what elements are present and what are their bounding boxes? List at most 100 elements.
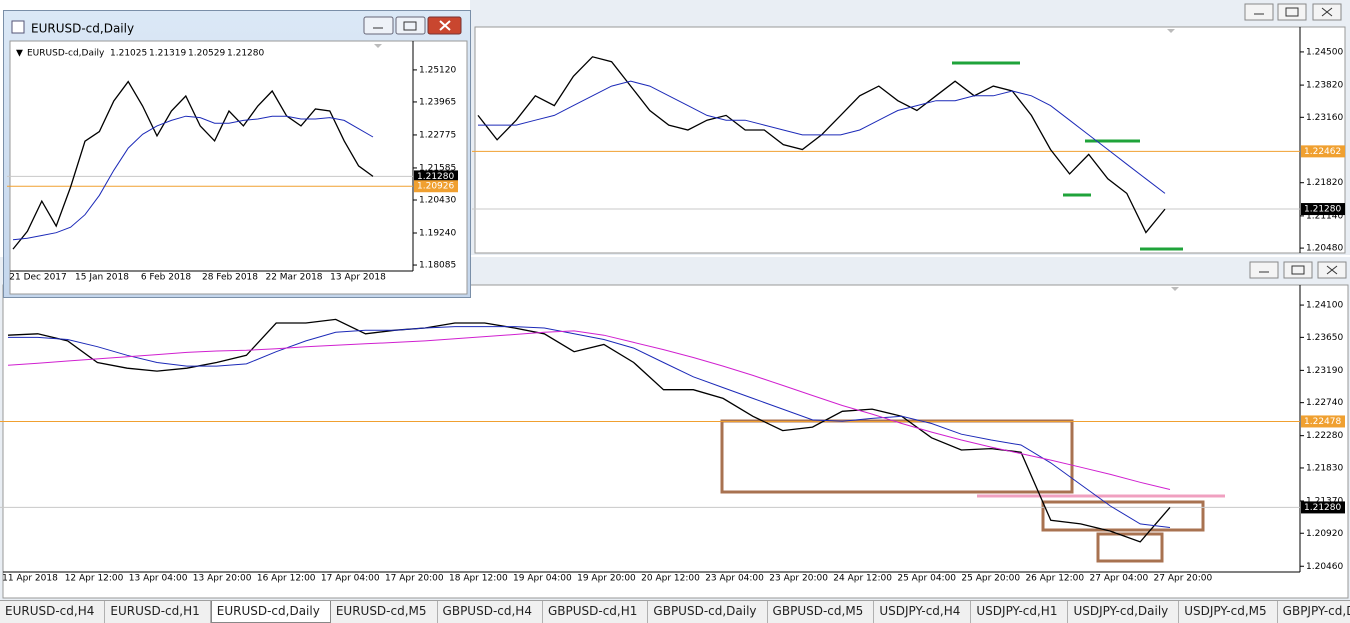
price-label-box <box>414 170 458 183</box>
tab[interactable]: GBPUSD-cd,H1 <box>543 601 649 623</box>
chart-bg <box>2 284 1349 599</box>
moving-average <box>8 326 1171 528</box>
y-tick-label: 1.20460 <box>1306 562 1343 572</box>
x-tick-label: 28 Feb 2018 <box>202 273 258 283</box>
minimize-button[interactable] <box>1244 3 1274 21</box>
tab[interactable]: USDJPY-cd,H4 <box>874 601 972 623</box>
x-tick-label: 12 Apr 12:00 <box>65 574 124 584</box>
window-buttons[interactable] <box>1244 3 1342 21</box>
maximize-button[interactable] <box>1277 3 1307 21</box>
daily-chart: EURUSD-cd,Daily ▼ EURUSD-cd,Daily 1.2102… <box>4 11 470 297</box>
minimize-button[interactable] <box>1249 261 1279 279</box>
price-label-box <box>1301 501 1345 514</box>
x-tick-label: 21 Dec 2017 <box>9 273 67 283</box>
tab[interactable]: EURUSD-cd,Daily <box>210 601 331 623</box>
icon <box>439 20 451 31</box>
ohlc: 1.21025 <box>110 49 147 59</box>
y-tick-label: 1.22740 <box>1306 398 1343 408</box>
y-tick-label: 1.22280 <box>1306 431 1343 441</box>
y-tick-label: 1.21820 <box>1306 178 1343 188</box>
y-tick-label: 1.23190 <box>1306 366 1343 376</box>
moving-average <box>478 80 1166 194</box>
y-tick-label: 1.20480 <box>1306 244 1343 254</box>
tab[interactable]: EURUSD-cd,H4 <box>0 601 106 623</box>
y-tick-label: 1.23650 <box>1306 333 1343 343</box>
tab[interactable]: GBPUSD-cd,Daily <box>648 601 768 623</box>
y-tick-label: 1.23965 <box>419 97 456 107</box>
ohlc: 1.21280 <box>227 49 264 59</box>
x-tick-label: 20 Apr 12:00 <box>641 574 700 584</box>
y-tick-label: 1.19240 <box>419 229 456 239</box>
tab[interactable]: GBPJPY-cd,Daily <box>1278 601 1350 623</box>
x-tick-label: 11 Apr 2018 <box>2 574 58 584</box>
x-tick-label: 19 Apr 04:00 <box>513 574 572 584</box>
tab[interactable]: USDJPY-cd,M5 <box>1179 601 1278 623</box>
icon <box>1291 265 1305 275</box>
price-line <box>12 80 374 250</box>
icon <box>403 21 417 31</box>
top-window: 1.24500 1.23820 1.23160 1.21820 1.21140 1.204… <box>470 0 1350 255</box>
icon <box>1285 7 1299 17</box>
price-line <box>7 318 1171 543</box>
x-tick-label: 26 Apr 12:00 <box>1025 574 1084 584</box>
x-tick-label: 23 Apr 04:00 <box>705 574 764 584</box>
maximize-button[interactable] <box>395 16 426 35</box>
x-tick-label: 16 Apr 12:00 <box>257 574 316 584</box>
ohlc: 1.20529 <box>188 49 225 59</box>
window-buttons[interactable] <box>363 16 462 35</box>
icon <box>1326 265 1338 275</box>
x-tick-label: 19 Apr 20:00 <box>577 574 636 584</box>
y-tick-label: 1.21140 <box>1306 211 1343 221</box>
price-label: 1.21280 <box>1304 205 1341 215</box>
chart-bg <box>9 40 468 295</box>
x-tick-label: 13 Apr 04:00 <box>129 574 188 584</box>
y-tick-label: 1.24500 <box>1306 47 1343 57</box>
y-tick-label: 1.23160 <box>1306 113 1343 123</box>
window-buttons[interactable] <box>1249 261 1347 279</box>
y-tick-label: 1.21830 <box>1306 463 1343 473</box>
tab[interactable]: USDJPY-cd,Daily <box>1068 601 1180 623</box>
y-tick-label: 1.23820 <box>1306 81 1343 91</box>
price-label-box <box>1301 203 1345 216</box>
y-tick-label: 1.20430 <box>419 195 456 205</box>
price-label: 1.22478 <box>1304 417 1341 427</box>
x-tick-label: 25 Apr 20:00 <box>961 574 1020 584</box>
price-label: 1.22462 <box>1304 147 1341 157</box>
tab[interactable]: EURUSD-cd,M5 <box>331 601 438 623</box>
tab[interactable]: GBPUSD-cd,M5 <box>768 601 875 623</box>
bottom-window: 1.24100 1.23650 1.23190 1.22740 1.22280 1.218… <box>0 257 1350 600</box>
maximize-button[interactable] <box>1283 261 1313 279</box>
y-tick-label: 1.21585 <box>419 163 456 173</box>
scroll-marker <box>1167 29 1175 33</box>
y-tick-label: 1.25120 <box>419 65 456 75</box>
x-tick-label: 25 Apr 04:00 <box>897 574 956 584</box>
price-label-box <box>414 180 458 193</box>
price-label: 1.21280 <box>1304 503 1341 513</box>
tab[interactable]: EURUSD-cd,H1 <box>105 601 211 623</box>
drawn-box <box>1096 532 1164 563</box>
x-tick-label: 6 Feb 2018 <box>141 273 192 283</box>
bottom-chart: 1.24100 1.23650 1.23190 1.22740 1.22280 1.218… <box>0 257 1350 600</box>
x-tick-label: 23 Apr 20:00 <box>769 574 828 584</box>
x-tick-label: 27 Apr 04:00 <box>1090 574 1149 584</box>
moving-average <box>12 115 374 241</box>
price-label-box <box>1301 145 1345 158</box>
x-tick-label: 17 Apr 20:00 <box>385 574 444 584</box>
price-label: 1.20926 <box>417 182 454 192</box>
y-tick-label: 1.20920 <box>1306 529 1343 539</box>
tab[interactable]: USDJPY-cd,H1 <box>971 601 1069 623</box>
chart-bg <box>474 26 1346 254</box>
tab[interactable]: GBPUSD-cd,H4 <box>438 601 543 623</box>
ohlc: 1.21319 <box>149 49 186 59</box>
y-tick-label: 1.24100 <box>1306 301 1343 311</box>
drawn-box <box>1041 500 1205 532</box>
scroll-marker <box>1171 287 1179 291</box>
x-tick-label: 22 Mar 2018 <box>265 273 322 283</box>
y-tick-label: 1.18085 <box>419 261 456 271</box>
minimize-button[interactable] <box>363 16 394 35</box>
price-label: 1.21280 <box>417 172 454 182</box>
tab-bar: EURUSD-cd,H4 EURUSD-cd,H1 EURUSD-cd,Daily E… <box>0 600 1350 623</box>
price-label-box <box>1301 415 1345 428</box>
icon <box>1321 7 1333 17</box>
